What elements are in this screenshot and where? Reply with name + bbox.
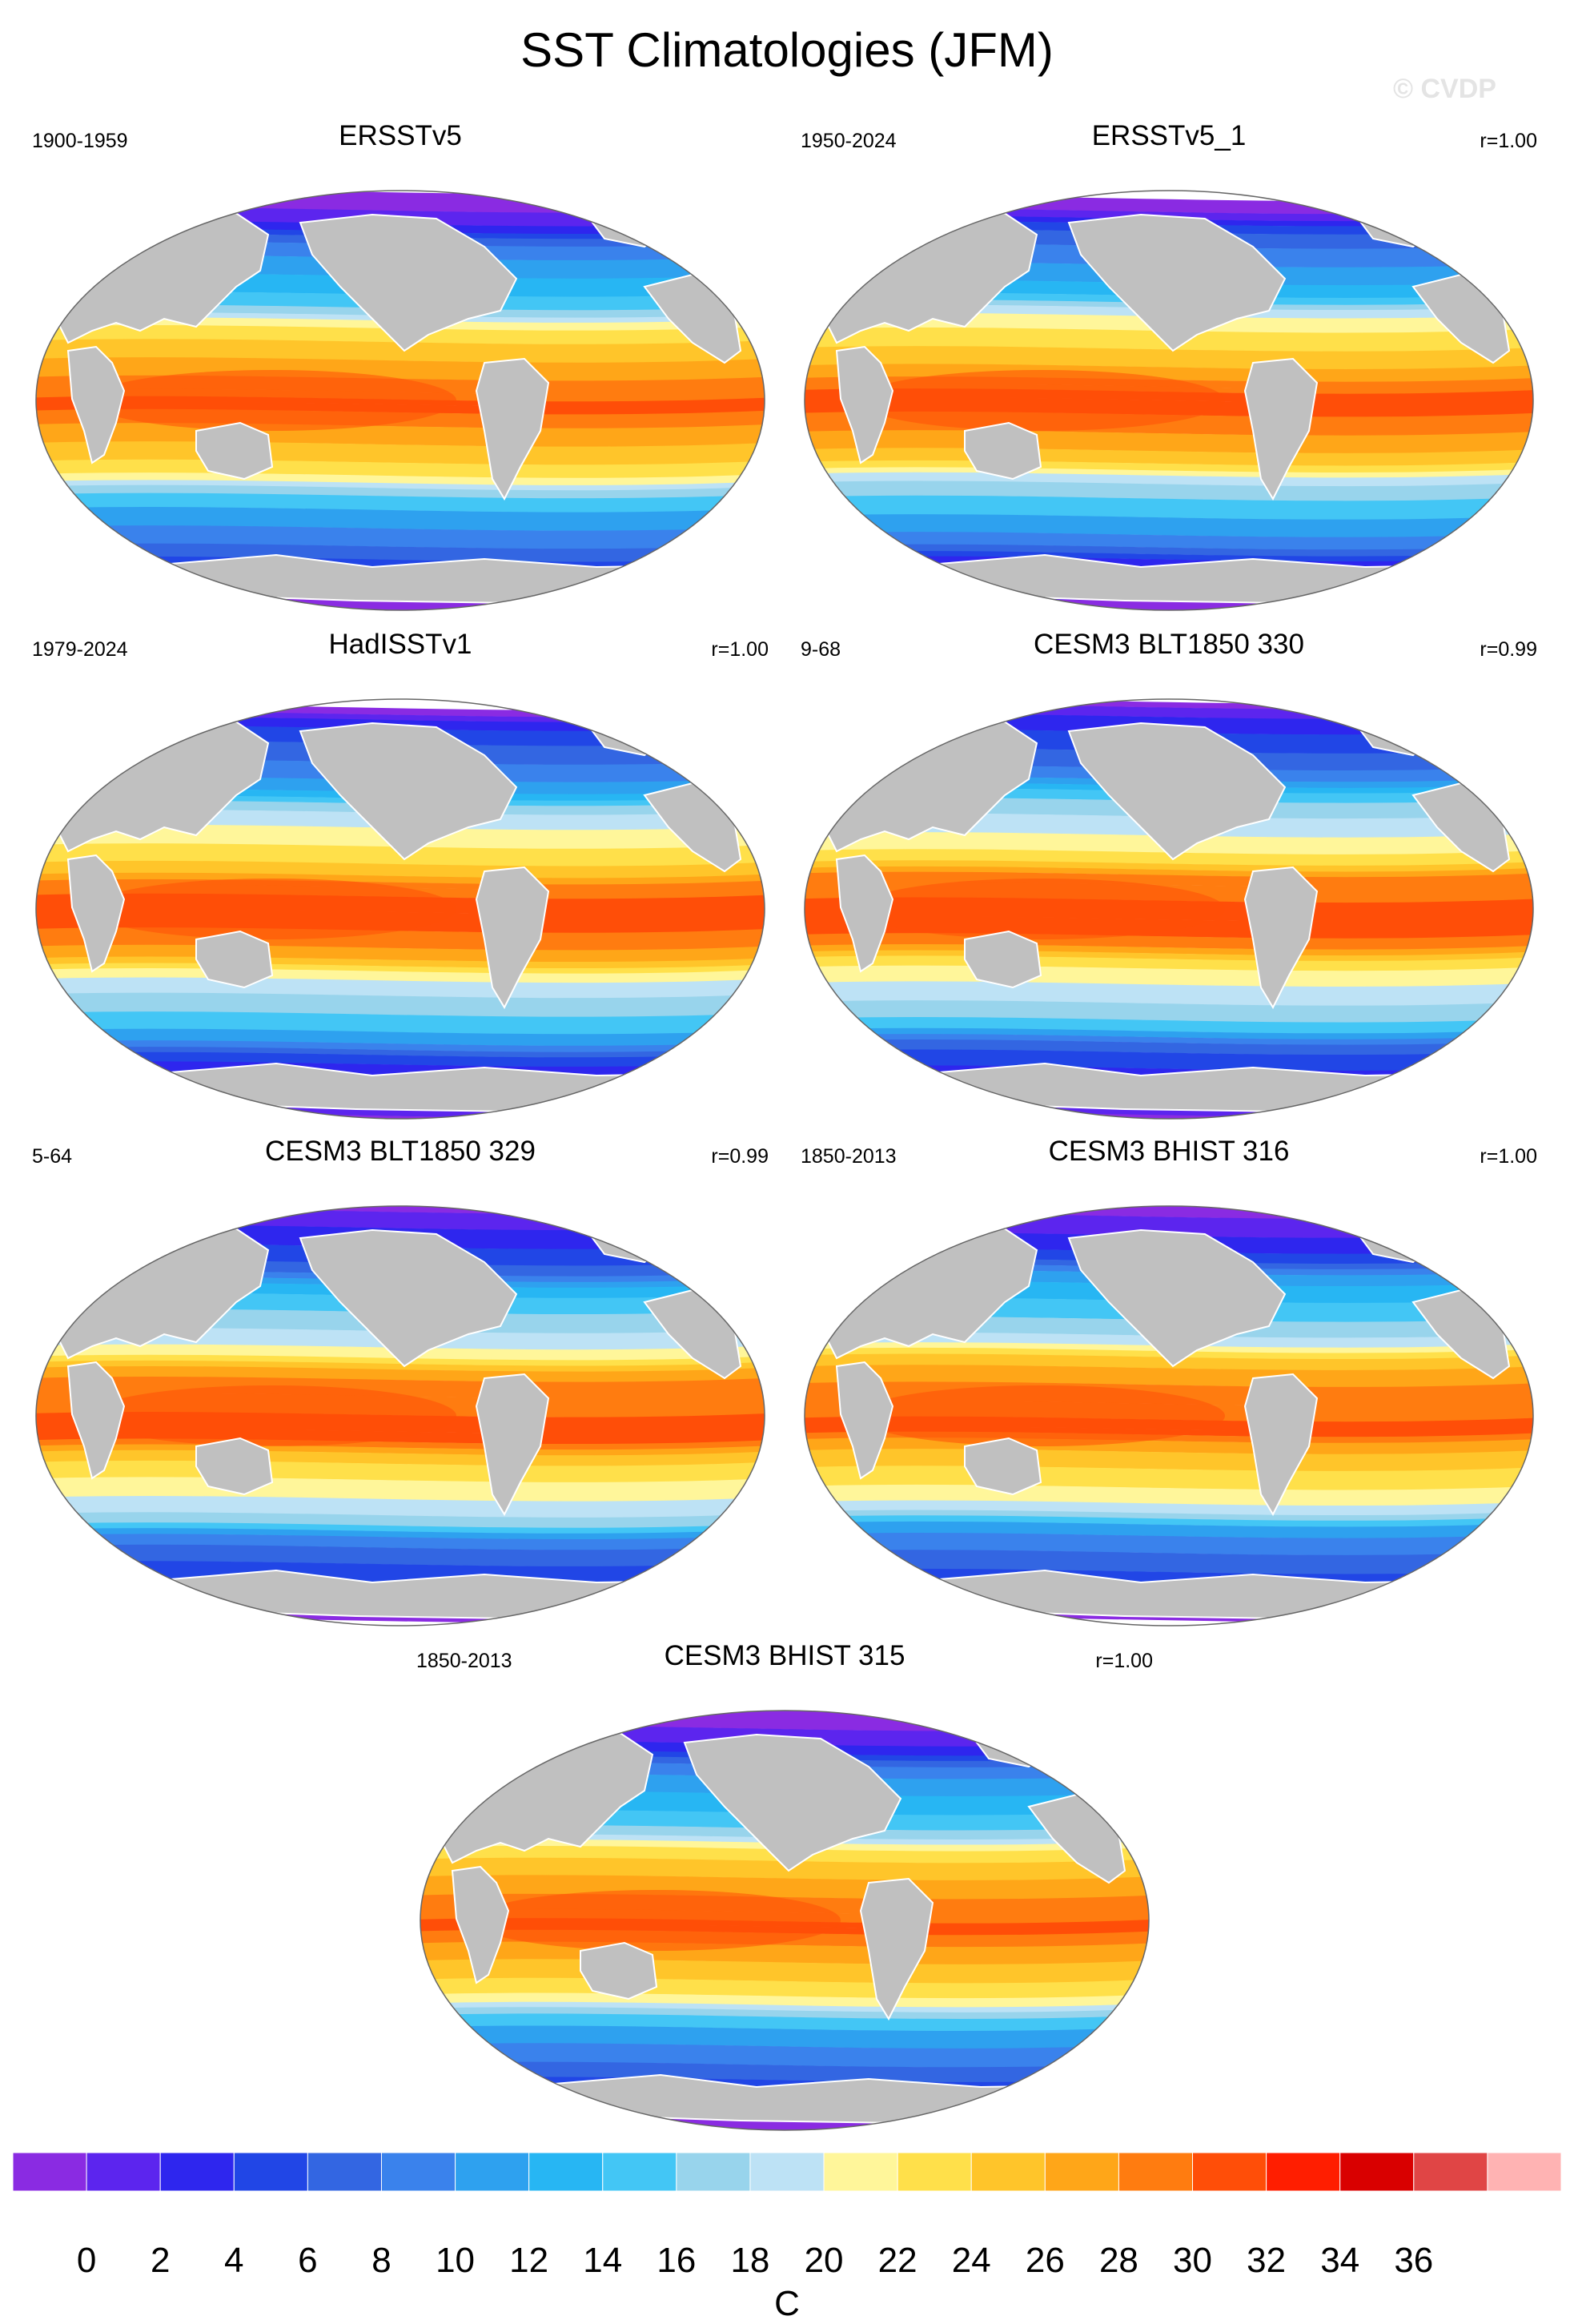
colorbar-tick-label: 24 [951, 2241, 991, 2280]
colorbar-tick-label: 6 [298, 2241, 318, 2280]
colorbar-swatch [380, 2152, 456, 2192]
panel-correlation: r=0.99 [1480, 638, 1537, 661]
colorbar-swatch [1044, 2152, 1119, 2192]
panel-correlation: r=1.00 [711, 638, 769, 661]
panel-title: CESM3 BLT1850 330 [1034, 629, 1304, 660]
colorbar [0, 2130, 1574, 2322]
colorbar-swatch [823, 2152, 898, 2192]
colorbar-unit: C [774, 2284, 800, 2323]
map-panel: CESM3 BLT1850 330 9-68 r=0.99 [801, 629, 1537, 1125]
colorbar-tick-label: 34 [1320, 2241, 1360, 2280]
colorbar-tick-label: 32 [1247, 2241, 1287, 2280]
colorbar-swatch [307, 2152, 382, 2192]
panel-period: 1900-1959 [32, 130, 128, 152]
map-panel: ERSSTv5 1900-1959 [32, 120, 769, 617]
panel-correlation: r=1.00 [1480, 130, 1537, 152]
colorbar-swatch [86, 2152, 161, 2192]
panel-period: 1850-2013 [801, 1145, 897, 1168]
panel-title: CESM3 BHIST 315 [664, 1640, 905, 1671]
colorbar-tick-label: 18 [730, 2241, 770, 2280]
colorbar-swatch [159, 2152, 235, 2192]
panel-period: 9-68 [801, 638, 841, 661]
colorbar-tick-label: 36 [1394, 2241, 1434, 2280]
sst-map [35, 1205, 765, 1626]
map-panel: CESM3 BHIST 316 1850-2013 r=1.00 [801, 1136, 1537, 1632]
colorbar-swatch [970, 2152, 1046, 2192]
colorbar-swatch [676, 2152, 751, 2192]
sst-map [804, 698, 1534, 1120]
sst-map [35, 698, 765, 1120]
colorbar-swatch [897, 2152, 972, 2192]
map-panel: CESM3 BLT1850 329 5-64 r=0.99 [32, 1136, 769, 1632]
panel-title: ERSSTv5_1 [1091, 120, 1247, 151]
sst-map [804, 1205, 1534, 1626]
colorbar-tick-label: 14 [583, 2241, 623, 2280]
panel-period: 1950-2024 [801, 130, 897, 152]
colorbar-tick-label: 8 [371, 2241, 391, 2280]
panel-title: ERSSTv5 [339, 120, 462, 151]
colorbar-tick-label: 10 [436, 2241, 476, 2280]
map-panel: HadISSTv1 1979-2024 r=1.00 [32, 629, 769, 1125]
colorbar-tick-label: 26 [1025, 2241, 1065, 2280]
colorbar-swatches [12, 2152, 1562, 2192]
colorbar-tick-label: 22 [877, 2241, 917, 2280]
colorbar-tick-label: 12 [509, 2241, 549, 2280]
map-panel: ERSSTv5_1 1950-2024 r=1.00 [801, 120, 1537, 617]
sst-map [35, 190, 765, 611]
colorbar-swatch [749, 2152, 825, 2192]
colorbar-tick-label: 30 [1173, 2241, 1212, 2280]
panel-correlation: r=1.00 [1480, 1145, 1537, 1168]
colorbar-swatch [1413, 2152, 1488, 2192]
watermark-cvdp: © CVDP [1393, 74, 1496, 104]
panel-period: 1979-2024 [32, 638, 128, 661]
panel-correlation: r=0.99 [711, 1145, 769, 1168]
panel-title: CESM3 BHIST 316 [1048, 1136, 1290, 1167]
colorbar-tick-label: 2 [150, 2241, 171, 2280]
colorbar-swatch [602, 2152, 677, 2192]
map-panel: CESM3 BHIST 315 1850-2013 r=1.00 [416, 1640, 1153, 2137]
colorbar-tick-label: 28 [1098, 2241, 1138, 2280]
colorbar-swatch [455, 2152, 530, 2192]
colorbar-swatch [528, 2152, 604, 2192]
colorbar-swatch [1339, 2152, 1415, 2192]
colorbar-swatch [1487, 2152, 1562, 2192]
figure-title: SST Climatologies (JFM) [520, 23, 1054, 77]
colorbar-swatch [12, 2152, 87, 2192]
panel-period: 5-64 [32, 1145, 73, 1168]
colorbar-tick-label: 20 [804, 2241, 844, 2280]
sst-map [420, 1710, 1150, 2131]
panel-correlation: r=1.00 [1095, 1650, 1153, 1672]
colorbar-swatch [1192, 2152, 1267, 2192]
colorbar-swatch [1266, 2152, 1341, 2192]
colorbar-tick-label: 0 [76, 2241, 97, 2280]
sst-map [804, 190, 1534, 611]
colorbar-tick-label: 16 [657, 2241, 697, 2280]
colorbar-tick-label: 4 [224, 2241, 244, 2280]
panel-period: 1850-2013 [416, 1650, 512, 1672]
colorbar-swatch [1118, 2152, 1194, 2192]
panel-title: CESM3 BLT1850 329 [265, 1136, 536, 1167]
panel-title: HadISSTv1 [328, 629, 472, 660]
colorbar-swatch [233, 2152, 308, 2192]
